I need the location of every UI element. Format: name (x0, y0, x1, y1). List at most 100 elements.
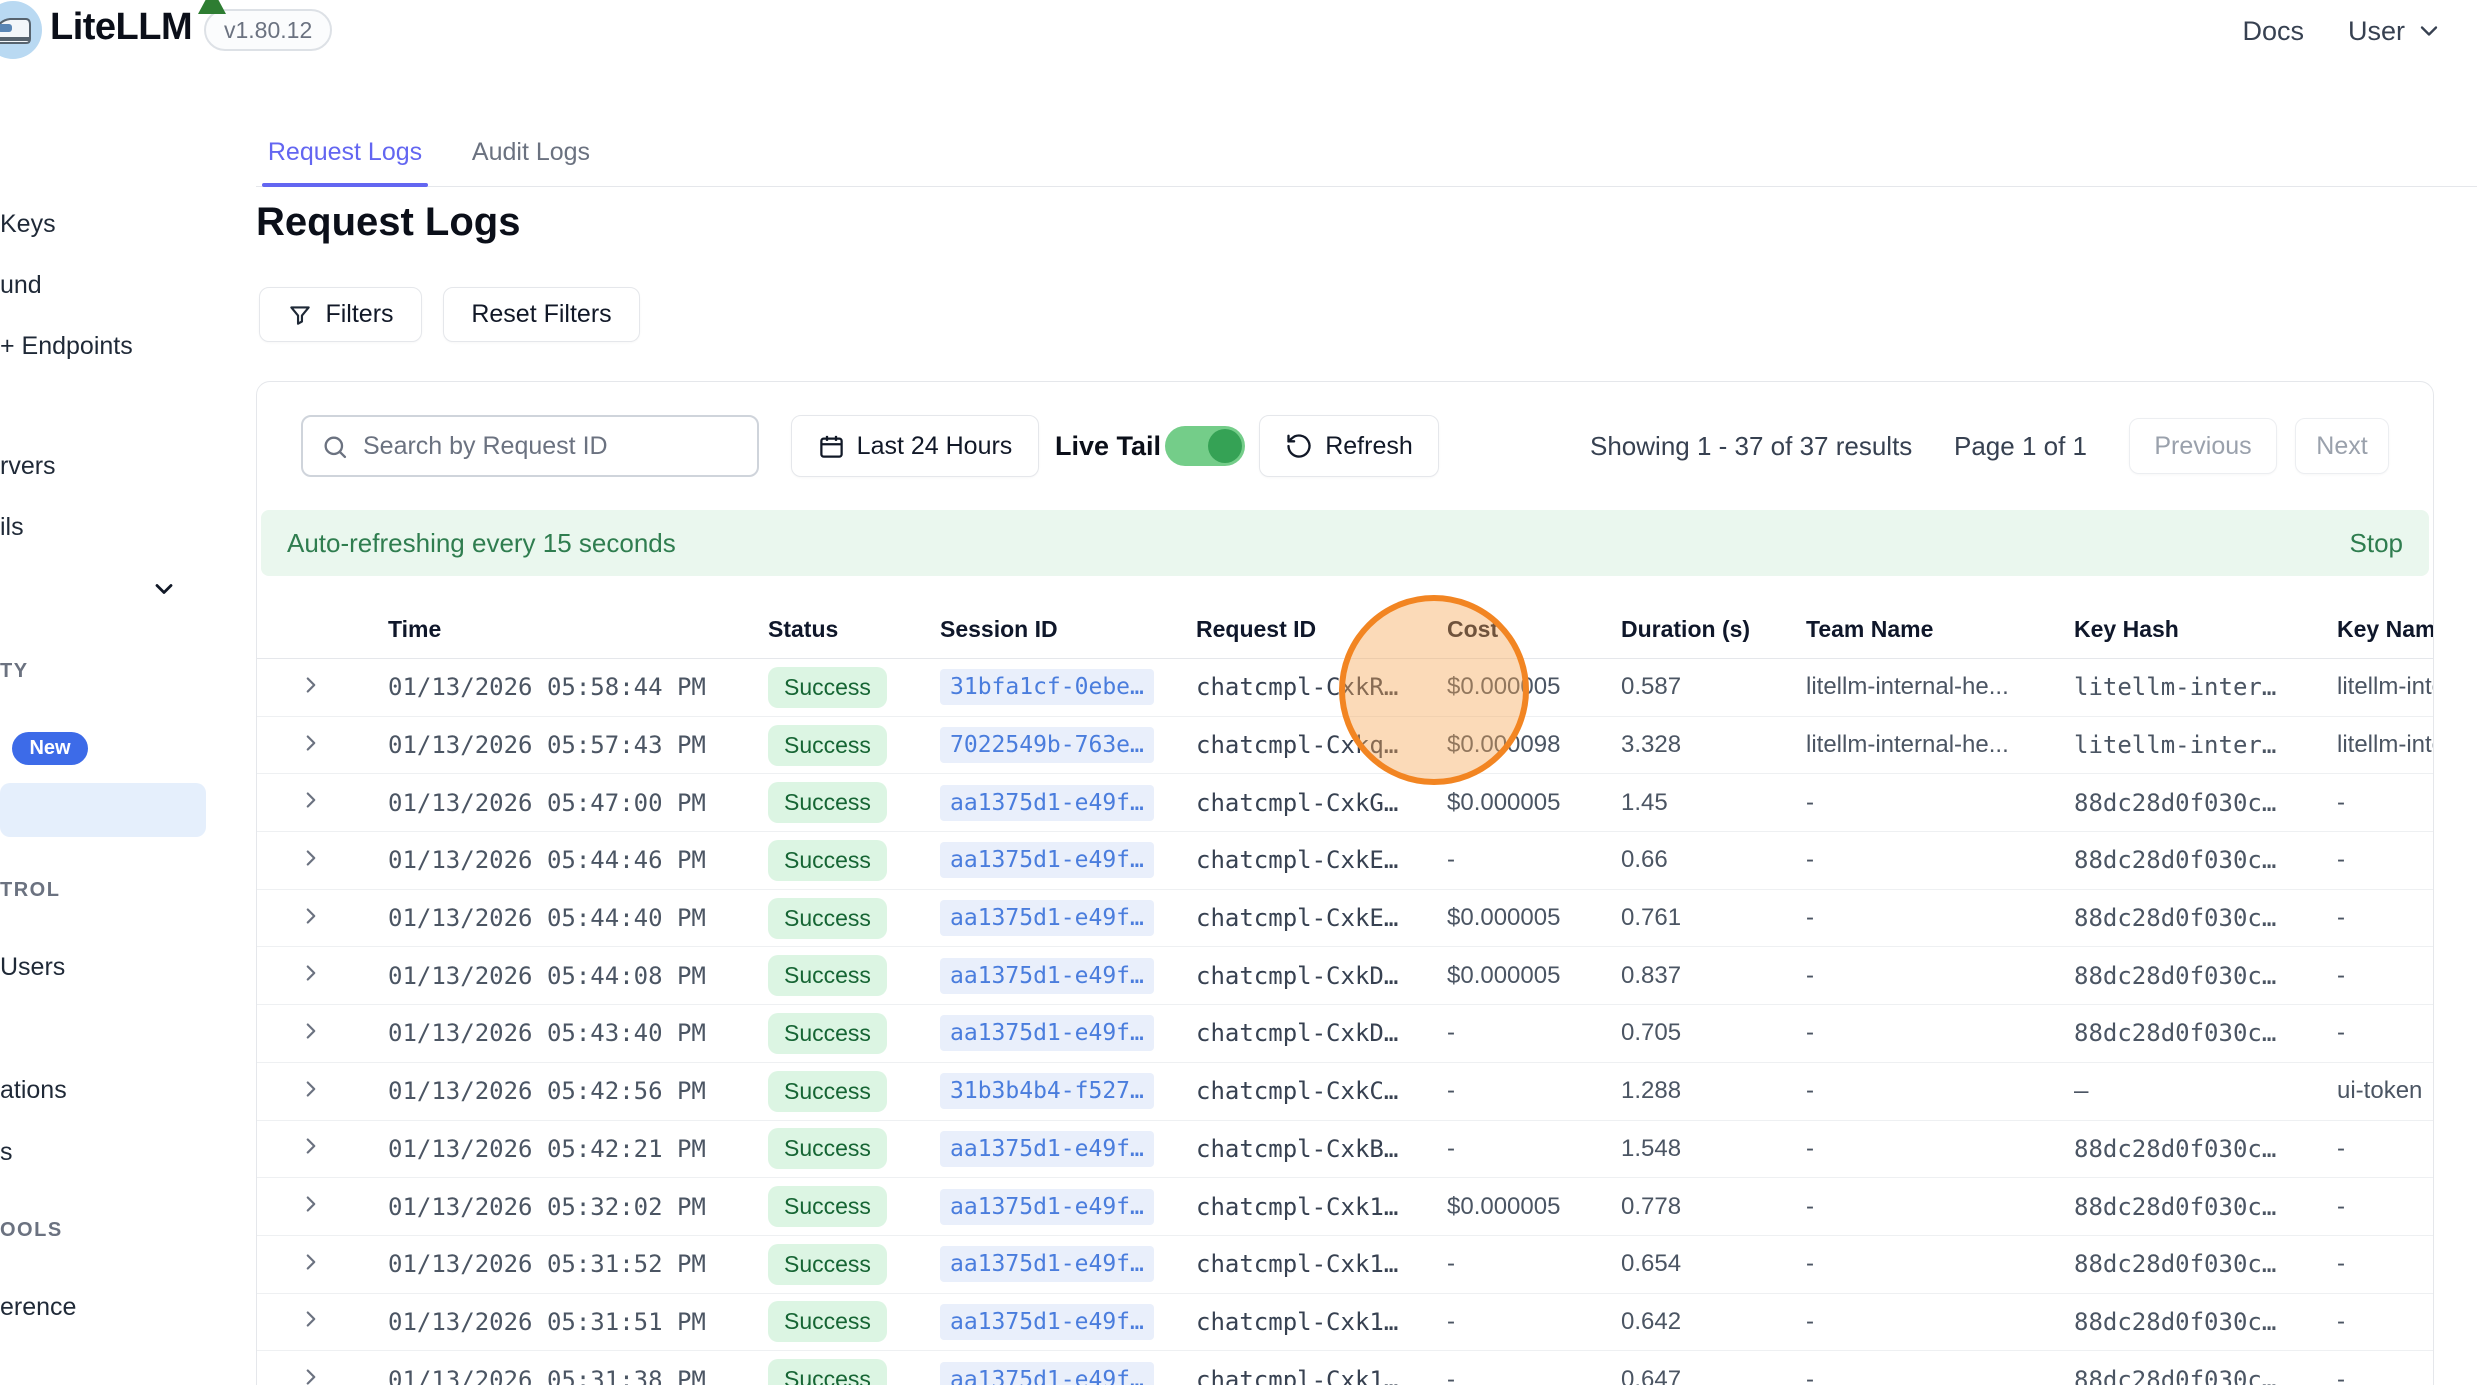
table-row[interactable]: 01/13/2026 05:31:51 PM Success aa1375d1-e4… (257, 1294, 2433, 1352)
tab-request-logs[interactable]: Request Logs (267, 138, 423, 166)
session-id-link[interactable]: aa1375d1-e49f… (940, 1246, 1154, 1283)
row-expand-chevron-icon[interactable] (298, 1191, 324, 1217)
sidebar-item-erence[interactable]: erence (0, 1293, 77, 1321)
session-id-link[interactable]: aa1375d1-e49f… (940, 784, 1154, 821)
table-row[interactable]: 01/13/2026 05:44:46 PM Success aa1375d1-e4… (257, 832, 2433, 890)
status-badge: Success (768, 1301, 940, 1343)
row-expand-chevron-icon[interactable] (298, 1306, 324, 1332)
table-row[interactable]: 01/13/2026 05:43:40 PM Success aa1375d1-e4… (257, 1005, 2433, 1063)
column-header-time: Time (388, 616, 442, 642)
session-id-link: aa1375d1-e49f… (940, 784, 1196, 821)
session-id-link[interactable]: 31bfa1cf-0ebe… (940, 669, 1154, 706)
row-expand-chevron-icon[interactable] (298, 1076, 324, 1102)
previous-button[interactable]: Previous (2129, 418, 2277, 474)
sidebar-item-selected[interactable] (0, 783, 206, 837)
session-id-link: aa1375d1-e49f… (940, 842, 1196, 879)
cell-time: 01/13/2026 05:44:46 PM (388, 846, 768, 874)
filters-button[interactable]: Filters (259, 287, 422, 342)
cell-key-hash: 88dc28d0f030c… (2074, 1192, 2277, 1221)
row-expand-chevron-icon[interactable] (298, 1249, 324, 1275)
cell-key-name: - (2337, 846, 2433, 874)
cell-team-name: - (1806, 1250, 2074, 1278)
cell-cost: $0.000005 (1447, 962, 1621, 990)
cell-key-hash: 88dc28d0f030c… (2074, 1307, 2277, 1336)
next-button[interactable]: Next (2295, 418, 2389, 474)
table-row[interactable]: 01/13/2026 05:32:02 PM Success aa1375d1-e4… (257, 1178, 2433, 1236)
session-id-link[interactable]: aa1375d1-e49f… (940, 842, 1154, 879)
sidebar-nav: Keys und + Endpoints rvers ils TY New TROL Users… (0, 62, 210, 1385)
refresh-button-label: Refresh (1325, 431, 1413, 460)
status-badge: Success (768, 955, 940, 997)
user-menu[interactable]: User (2348, 16, 2443, 47)
sidebar-item-ations[interactable]: ations (0, 1076, 67, 1104)
cell-request-id: chatcmpl-CxkE… (1196, 846, 1447, 874)
cell-key-name: - (2337, 1307, 2345, 1335)
table-row[interactable]: 01/13/2026 05:42:56 PM Success 31b3b4b4-f5… (257, 1063, 2433, 1121)
reset-filters-button[interactable]: Reset Filters (443, 287, 640, 342)
row-expand-chevron-icon[interactable] (298, 672, 324, 698)
sidebar-item-s[interactable]: s (0, 1138, 13, 1166)
cell-key-name: litellm-inte (2337, 673, 2433, 701)
cell-team-name: - (1806, 1077, 1814, 1105)
table-row[interactable]: 01/13/2026 05:57:43 PM Success 7022549b-76… (257, 717, 2433, 775)
cell-team-name: - (1806, 1366, 2074, 1385)
session-id-link[interactable]: aa1375d1-e49f… (940, 957, 1154, 994)
stop-auto-refresh-link[interactable]: Stop (2349, 527, 2404, 558)
session-id-link[interactable]: aa1375d1-e49f… (940, 1188, 1154, 1225)
row-expand-chevron-icon[interactable] (298, 903, 324, 929)
live-tail-toggle[interactable] (1165, 426, 1245, 466)
table-row[interactable]: 01/13/2026 05:31:38 PM Success aa1375d1-e4… (257, 1351, 2433, 1385)
docs-link[interactable]: Docs (2242, 15, 2304, 46)
cell-duration: 0.761 (1621, 904, 1806, 932)
cell-team-name: - (1806, 1135, 2074, 1163)
row-expand-chevron-icon[interactable] (298, 960, 324, 986)
row-expand-chevron-icon[interactable] (298, 787, 324, 813)
sidebar-item-rvers[interactable]: rvers (0, 452, 56, 480)
table-row[interactable]: 01/13/2026 05:42:21 PM Success aa1375d1-e4… (257, 1121, 2433, 1179)
table-row[interactable]: 01/13/2026 05:44:08 PM Success aa1375d1-e4… (257, 947, 2433, 1006)
search-input[interactable] (301, 415, 759, 477)
session-id-link[interactable]: aa1375d1-e49f… (940, 1361, 1154, 1385)
row-expand-chevron-icon[interactable] (298, 1133, 324, 1159)
session-id-link[interactable]: 31b3b4b4-f527… (940, 1073, 1154, 1110)
status-badge: Success (768, 897, 887, 939)
session-id-link[interactable]: aa1375d1-e49f… (940, 1130, 1154, 1167)
session-id-link[interactable]: aa1375d1-e49f… (940, 1015, 1154, 1052)
date-range-button[interactable]: Last 24 Hours (791, 415, 1039, 477)
sidebar-item-und[interactable]: und (0, 271, 42, 299)
row-expand-chevron-icon[interactable] (298, 1018, 324, 1044)
tab-audit-logs[interactable]: Audit Logs (471, 138, 591, 166)
table-row[interactable]: 01/13/2026 05:31:52 PM Success aa1375d1-e4… (257, 1236, 2433, 1294)
sidebar-collapse-chevron-icon[interactable] (150, 575, 178, 608)
session-id-link: aa1375d1-e49f… (940, 900, 1196, 937)
cell-key-hash: 88dc28d0f030c… (2074, 846, 2337, 874)
session-id-link: aa1375d1-e49f… (940, 1015, 1196, 1052)
session-id-link[interactable]: 7022549b-763e… (940, 727, 1154, 764)
cell-time: 01/13/2026 05:44:40 PM (388, 904, 768, 932)
session-id-link[interactable]: aa1375d1-e49f… (940, 900, 1154, 937)
row-expand-chevron-icon[interactable] (298, 730, 324, 756)
cell-cost: - (1447, 846, 1621, 874)
status-badge: Success (768, 897, 940, 939)
session-id-link: aa1375d1-e49f… (940, 1188, 1196, 1225)
sidebar-item-keys[interactable]: Keys (0, 210, 56, 238)
cell-key-hash: litellm-inter… (2074, 673, 2277, 702)
row-expand-chevron-icon[interactable] (298, 1364, 324, 1385)
table-row[interactable]: 01/13/2026 05:44:40 PM Success aa1375d1-e4… (257, 890, 2433, 948)
table-row[interactable]: 01/13/2026 05:58:44 PM Success 31bfa1cf-0e… (257, 659, 2433, 717)
cell-duration: 1.548 (1621, 1134, 1682, 1162)
cell-cost: - (1447, 1019, 1621, 1047)
cell-time: 01/13/2026 05:57:43 PM (388, 731, 768, 759)
cell-team-name: - (1806, 1192, 1814, 1220)
cell-key-name: litellm-inte (2337, 731, 2433, 759)
cell-key-name: - (2337, 1366, 2433, 1385)
table-row[interactable]: 01/13/2026 05:47:00 PM Success aa1375d1-e4… (257, 774, 2433, 833)
refresh-button[interactable]: Refresh (1259, 415, 1439, 477)
cell-key-hash: 88dc28d0f030c… (2074, 789, 2337, 817)
session-id-link[interactable]: aa1375d1-e49f… (940, 1303, 1154, 1340)
cell-key-hash: 88dc28d0f030c… (2074, 1365, 2277, 1385)
sidebar-item-ils[interactable]: ils (0, 513, 24, 541)
sidebar-item-users[interactable]: Users (0, 953, 66, 981)
sidebar-item-endpoints[interactable]: + Endpoints (0, 332, 133, 360)
row-expand-chevron-icon[interactable] (298, 845, 324, 871)
